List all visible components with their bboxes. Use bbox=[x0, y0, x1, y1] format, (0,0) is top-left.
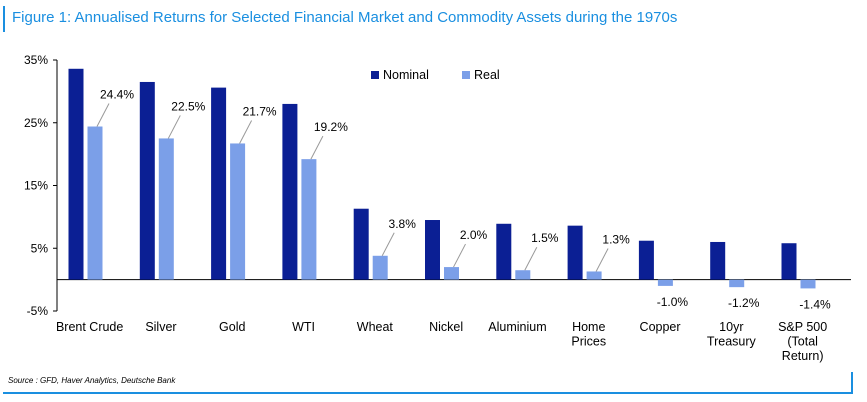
category-label: Aluminium bbox=[488, 320, 546, 334]
bar-real bbox=[515, 270, 531, 280]
data-label-leader bbox=[381, 232, 395, 257]
category-label: Treasury bbox=[707, 335, 757, 349]
category-label: WTI bbox=[292, 320, 315, 334]
bar-nominal bbox=[353, 208, 369, 280]
data-label-leader bbox=[239, 120, 253, 144]
bar-nominal bbox=[710, 241, 726, 280]
bar-real bbox=[729, 279, 745, 288]
bar-nominal bbox=[282, 103, 298, 280]
data-label-real: 3.8% bbox=[389, 217, 417, 231]
bar-real bbox=[657, 279, 673, 286]
data-label-real: 22.5% bbox=[171, 99, 205, 113]
title-accent-bar bbox=[3, 6, 5, 32]
category-label: Nickel bbox=[429, 320, 463, 334]
bar-real bbox=[444, 267, 459, 280]
bar-real bbox=[230, 143, 246, 280]
y-tick-label: -5% bbox=[27, 304, 49, 318]
category-label: Wheat bbox=[357, 320, 394, 334]
bar-nominal bbox=[139, 81, 155, 280]
frame-right-border bbox=[851, 372, 853, 394]
bar-nominal bbox=[567, 225, 583, 280]
legend-swatch-nominal bbox=[371, 71, 379, 79]
legend-swatch-real bbox=[462, 71, 470, 79]
data-label-real: -1.0% bbox=[657, 295, 689, 309]
bar-real bbox=[158, 138, 174, 280]
category-label: 10yr bbox=[719, 320, 743, 334]
data-label-real: 21.7% bbox=[243, 104, 277, 118]
frame-bottom-border bbox=[3, 392, 853, 394]
data-label-leader bbox=[96, 103, 110, 127]
category-label: Prices bbox=[571, 335, 606, 349]
category-label: (Total bbox=[787, 335, 818, 349]
category-label: Home bbox=[572, 320, 605, 334]
data-label-real: 2.0% bbox=[460, 228, 488, 242]
bar-real bbox=[87, 126, 103, 280]
legend-label-real: Real bbox=[474, 68, 500, 82]
bar-real bbox=[301, 159, 317, 280]
data-label-leader bbox=[167, 115, 181, 139]
bar-nominal bbox=[68, 68, 84, 280]
bar-nominal bbox=[496, 223, 512, 280]
legend-label-nominal: Nominal bbox=[383, 68, 429, 82]
y-tick-label: 15% bbox=[24, 179, 48, 193]
data-label-leader bbox=[453, 243, 466, 268]
chart-title: Figure 1: Annualised Returns for Selecte… bbox=[12, 9, 678, 26]
bar-nominal bbox=[781, 243, 797, 280]
data-label-leader bbox=[595, 248, 609, 272]
bar-real bbox=[372, 255, 388, 280]
category-label: Gold bbox=[219, 320, 245, 334]
y-tick-label: 25% bbox=[24, 116, 48, 130]
bar-nominal bbox=[211, 87, 227, 280]
data-label-leader bbox=[310, 135, 324, 160]
category-label: Silver bbox=[145, 320, 176, 334]
data-label-real: 24.4% bbox=[100, 88, 134, 102]
category-label: Brent Crude bbox=[56, 320, 123, 334]
bar-nominal bbox=[638, 240, 654, 280]
data-label-real: 1.5% bbox=[531, 231, 559, 245]
category-label: S&P 500 bbox=[778, 320, 827, 334]
category-label: Return) bbox=[782, 349, 824, 363]
bar-real bbox=[800, 279, 816, 289]
bar-real bbox=[586, 271, 602, 280]
data-label-real: 19.2% bbox=[314, 120, 348, 134]
y-tick-label: 35% bbox=[24, 53, 48, 67]
data-label-real: -1.2% bbox=[728, 296, 760, 310]
category-label: Copper bbox=[640, 320, 681, 334]
source-note: Source : GFD, Haver Analytics, Deutsche … bbox=[8, 376, 176, 385]
y-tick-label: 5% bbox=[31, 241, 49, 255]
data-label-real: 1.3% bbox=[602, 232, 630, 246]
data-label-real: -1.4% bbox=[799, 297, 831, 311]
data-label-leader bbox=[524, 246, 538, 271]
bar-nominal bbox=[425, 220, 440, 280]
